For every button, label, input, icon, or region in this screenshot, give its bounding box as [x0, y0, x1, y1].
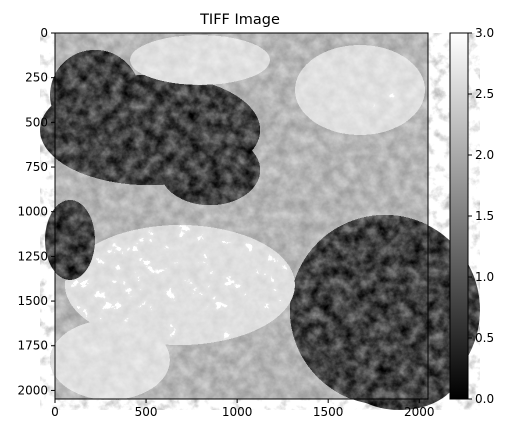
- y-tick-label: 2000: [17, 383, 48, 397]
- x-tick-label: 1500: [313, 405, 344, 419]
- y-axis: 0 250 500 750 1000 1250 1500 1750 2000: [17, 26, 55, 397]
- image-frame: [54, 32, 429, 400]
- chart-title: TIFF Image: [199, 12, 280, 28]
- x-tick-label: 2000: [404, 405, 435, 419]
- colorbar-tick-label: 1.0: [475, 270, 494, 284]
- bright-region-bottom-left: [50, 320, 170, 400]
- y-tick-label: 1250: [17, 249, 48, 263]
- dark-region-center: [160, 135, 260, 205]
- bright-region-top: [130, 35, 270, 85]
- colorbar-tick-label: 2.5: [475, 87, 494, 101]
- y-tick-label: 1000: [17, 205, 48, 219]
- heatmap-image: [40, 32, 480, 410]
- colorbar-tick-label: 0.5: [475, 331, 494, 345]
- colorbar-tick-label: 1.5: [475, 209, 494, 223]
- y-tick-label: 500: [25, 115, 48, 129]
- colorbar-tick-label: 0.0: [475, 392, 494, 406]
- dark-region-upper-left: [50, 50, 140, 140]
- y-tick-label: 0: [40, 26, 48, 40]
- colorbar-ticks: 0.0 0.5 1.0 1.5 2.0 2.5 3.0: [468, 26, 494, 406]
- bright-region-upper-right: [295, 45, 425, 135]
- colorbar: 0.0 0.5 1.0 1.5 2.0 2.5 3.0: [449, 26, 494, 406]
- dark-region-bottom-right: [340, 330, 460, 410]
- y-tick-label: 750: [25, 160, 48, 174]
- y-tick-label: 250: [25, 71, 48, 85]
- x-tick-label: 1000: [222, 405, 253, 419]
- x-axis: 0 500 1000 1500 2000: [51, 399, 435, 419]
- gray-region-left: [45, 200, 95, 280]
- y-tick-label: 1750: [17, 339, 48, 353]
- x-tick-label: 500: [135, 405, 158, 419]
- x-tick-label: 0: [51, 405, 59, 419]
- colorbar-tick-label: 2.0: [475, 148, 494, 162]
- colorbar-tick-label: 3.0: [475, 26, 494, 40]
- colorbar-gradient: [450, 33, 468, 399]
- y-tick-label: 1500: [17, 294, 48, 308]
- bright-region-lower-left: [65, 225, 295, 345]
